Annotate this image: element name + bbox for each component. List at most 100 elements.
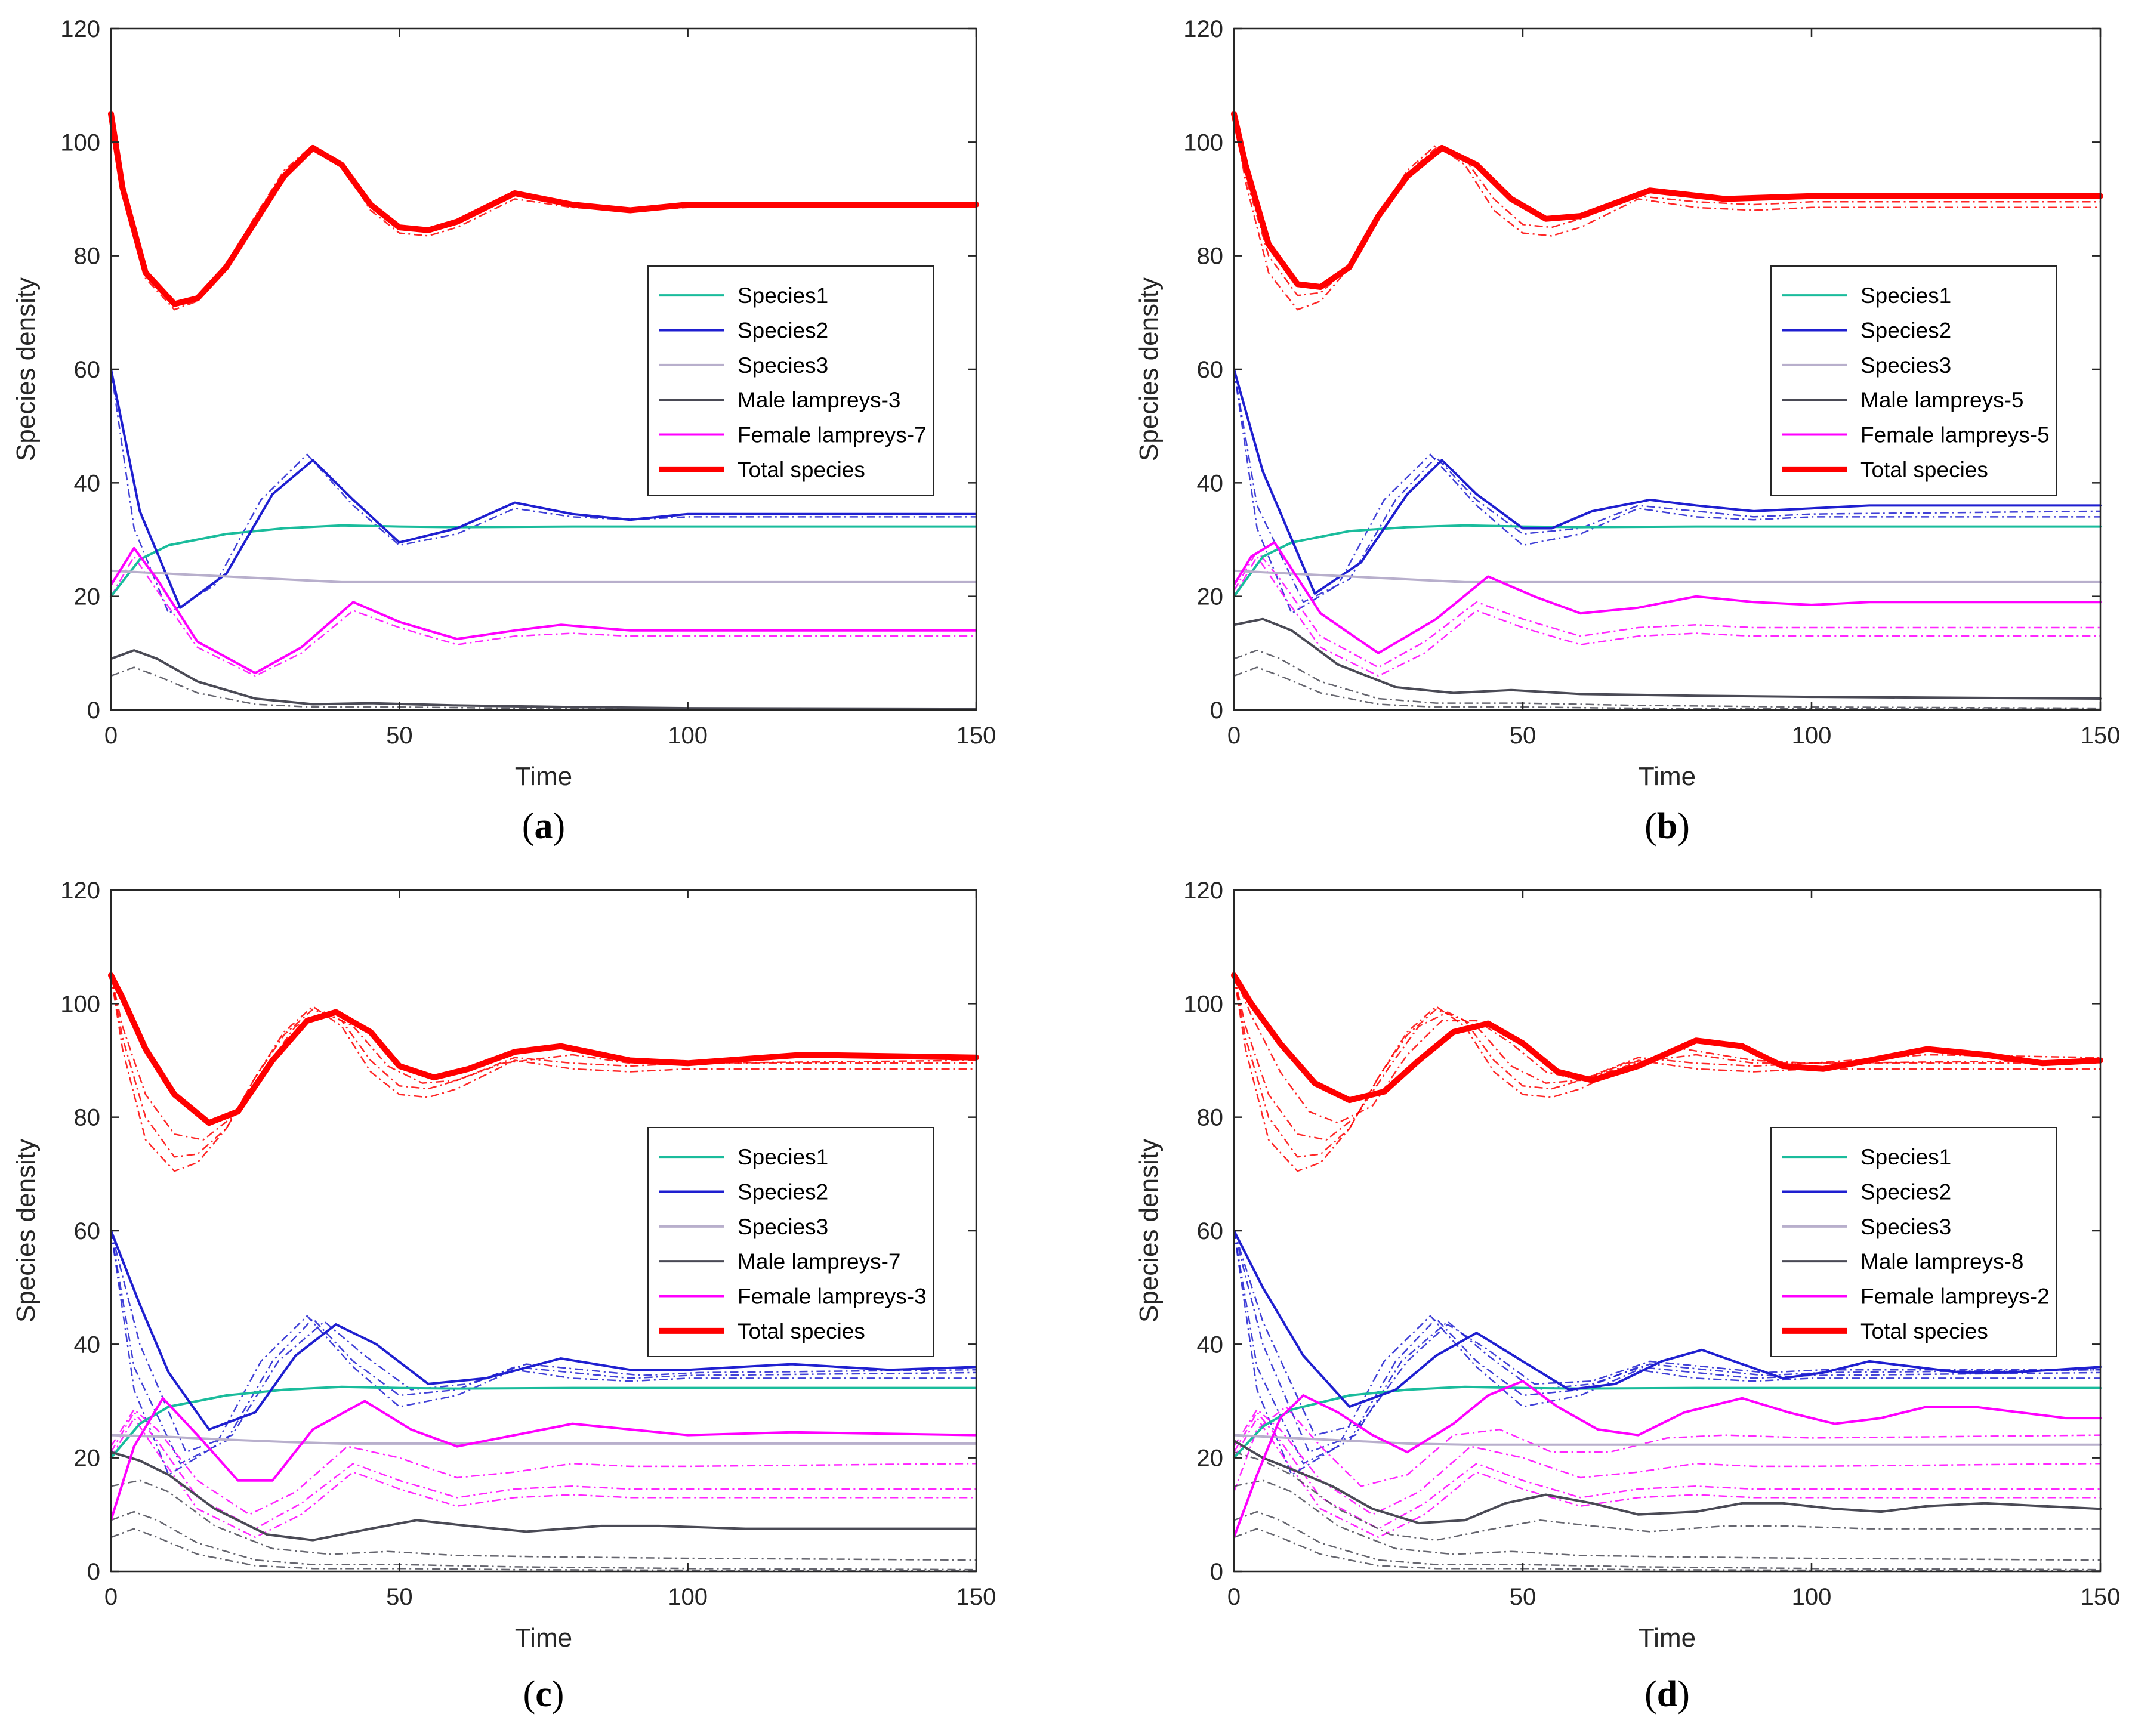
y-axis-label: Species density bbox=[1134, 1139, 1164, 1323]
x-tick-label: 150 bbox=[2081, 1584, 2121, 1610]
legend-label-1: Species1 bbox=[738, 283, 828, 308]
legend-label-4: Male lampreys-7 bbox=[738, 1249, 900, 1274]
legend-box bbox=[647, 1127, 934, 1357]
series-line-4 bbox=[1233, 1440, 2102, 1525]
series-line-2 bbox=[110, 368, 977, 609]
legend-label-5: Female lampreys-7 bbox=[738, 423, 927, 447]
series-line-1 bbox=[110, 524, 977, 598]
ghost-curve bbox=[1233, 1510, 2101, 1571]
legend-label-3: Species3 bbox=[1860, 1215, 1951, 1239]
x-tick-label: 150 bbox=[2081, 722, 2121, 749]
y-tick-label: 40 bbox=[1197, 1332, 1224, 1358]
series-line-4 bbox=[110, 649, 977, 711]
legend-label-6: Total species bbox=[1860, 458, 1988, 482]
series-line-4 bbox=[110, 1451, 977, 1542]
legend: Species1 Species2 Species3 Male lampreys-7 F… bbox=[647, 1127, 934, 1357]
ghost-curve bbox=[110, 1230, 976, 1476]
x-tick-label: 100 bbox=[668, 1584, 708, 1610]
ghost-curve bbox=[1233, 1406, 2101, 1493]
series-line-2 bbox=[110, 1230, 977, 1431]
legend-box bbox=[647, 265, 934, 496]
x-tick-label: 150 bbox=[956, 722, 996, 749]
y-tick-label: 60 bbox=[1197, 1218, 1224, 1244]
legend-box bbox=[1770, 1127, 2057, 1357]
series-line-1 bbox=[1233, 524, 2102, 598]
series-line-2 bbox=[1233, 368, 2102, 595]
series-line-6 bbox=[108, 972, 979, 1126]
y-tick-label: 120 bbox=[60, 16, 100, 42]
legend-label-4: Male lampreys-5 bbox=[1860, 388, 2023, 412]
ghost-curve bbox=[1233, 1411, 2100, 1530]
series-line-5 bbox=[1233, 1380, 2102, 1539]
ghost-curve bbox=[1233, 555, 2100, 677]
ghost-curve bbox=[1233, 1408, 2101, 1516]
legend-label-2: Species2 bbox=[1860, 319, 1951, 343]
ghost-curve bbox=[1233, 1479, 2101, 1561]
y-tick-label: 20 bbox=[1197, 1445, 1224, 1472]
panel-caption: (d) bbox=[1644, 1674, 1690, 1715]
x-tick-label: 50 bbox=[1510, 1584, 1536, 1610]
panel-b: 0 50 100 150 0 20 40 60 80 100 120 Time Species dens… bbox=[1134, 16, 2120, 847]
panel-c: 0 50 100 150 0 20 40 60 80 100 120 Time Species dens… bbox=[11, 878, 996, 1715]
x-tick-label: 150 bbox=[956, 1584, 996, 1610]
y-axis-label: Species density bbox=[11, 277, 41, 461]
series-line-5 bbox=[110, 1397, 977, 1522]
y-tick-label: 20 bbox=[74, 584, 101, 610]
x-axis-label: Time bbox=[1639, 1623, 1696, 1652]
legend-label-6: Total species bbox=[738, 458, 865, 482]
ghost-curve bbox=[110, 113, 976, 311]
ghost-curve bbox=[110, 1411, 976, 1530]
ghost-curve bbox=[110, 1417, 976, 1539]
ghost-curve bbox=[110, 555, 976, 677]
ghost-curve bbox=[1233, 975, 2100, 1172]
ghost-curve bbox=[110, 1230, 977, 1453]
y-tick-label: 120 bbox=[1183, 878, 1223, 904]
ghost-curve bbox=[1233, 550, 2100, 668]
ghost-curve bbox=[1233, 649, 2101, 709]
y-tick-label: 0 bbox=[87, 697, 100, 724]
y-tick-label: 120 bbox=[60, 878, 100, 904]
x-tick-label: 100 bbox=[1792, 722, 1832, 749]
y-tick-label: 20 bbox=[74, 1445, 101, 1472]
series-line-6 bbox=[108, 110, 979, 307]
ghost-curves bbox=[1233, 975, 2101, 1572]
legend-label-1: Species1 bbox=[738, 1145, 828, 1169]
ghost-curve bbox=[1233, 1451, 2100, 1541]
legend-label-6: Total species bbox=[738, 1319, 865, 1343]
x-tick-label: 50 bbox=[386, 722, 413, 749]
legend-label-4: Male lampreys-8 bbox=[1860, 1249, 2023, 1274]
y-tick-label: 60 bbox=[74, 1218, 101, 1244]
legend-label-5: Female lampreys-2 bbox=[1860, 1284, 2050, 1309]
y-tick-label: 80 bbox=[74, 243, 101, 270]
ghost-curve bbox=[110, 975, 977, 1141]
y-tick-label: 40 bbox=[1197, 470, 1224, 496]
y-tick-label: 80 bbox=[1197, 243, 1224, 270]
series-line-2 bbox=[1233, 1230, 2102, 1408]
series-line-5 bbox=[1233, 541, 2102, 654]
y-tick-label: 100 bbox=[1183, 991, 1223, 1017]
y-tick-label: 20 bbox=[1197, 584, 1224, 610]
y-tick-label: 0 bbox=[87, 1559, 100, 1585]
panel-caption: (b) bbox=[1644, 806, 1690, 847]
ghost-curve bbox=[1233, 1528, 2101, 1572]
ghost-curve bbox=[1233, 1230, 2101, 1453]
legend: Species1 Species2 Species3 Male lampreys-5 F… bbox=[1770, 265, 2057, 496]
series-line-1 bbox=[110, 1385, 977, 1459]
series-line-3 bbox=[1233, 569, 2102, 583]
y-tick-label: 80 bbox=[1197, 1105, 1224, 1131]
y-tick-label: 100 bbox=[60, 991, 100, 1017]
ghost-curves bbox=[110, 975, 977, 1572]
panel-d: 0 50 100 150 0 20 40 60 80 100 120 Time Species dens… bbox=[1134, 878, 2120, 1715]
x-tick-label: 0 bbox=[1227, 1584, 1241, 1610]
series-line-6 bbox=[1231, 110, 2103, 290]
ghost-curve bbox=[1233, 113, 2100, 311]
y-axis-label: Species density bbox=[11, 1139, 41, 1323]
x-tick-label: 100 bbox=[1792, 1584, 1832, 1610]
legend-label-2: Species2 bbox=[738, 319, 828, 343]
ghost-curve bbox=[110, 975, 976, 1172]
legend-box bbox=[1770, 265, 2057, 496]
ghost-curve bbox=[1233, 975, 2101, 1141]
series-line-4 bbox=[1233, 617, 2102, 700]
legend-label-3: Species3 bbox=[738, 1215, 828, 1239]
